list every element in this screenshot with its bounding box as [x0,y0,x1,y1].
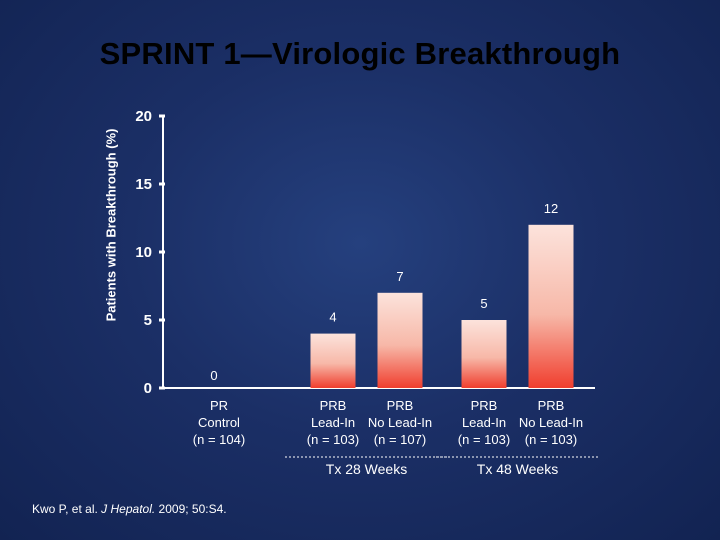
y-tick-label: 0 [144,380,152,397]
chart-title: SPRINT 1—Virologic Breakthrough [99,36,621,71]
x-category-line: PRB [386,398,414,413]
bar [461,320,507,388]
y-tick-label: 5 [144,312,152,329]
bar-value-label: 7 [396,269,403,284]
x-category-label: PRB No Lead-In (n = 107) [350,397,450,448]
bar [310,333,356,388]
x-category-line: Lead-In [310,415,356,430]
citation-authors: Kwo P, et al. [32,502,98,516]
bar-value-label: 5 [480,296,487,311]
y-ticks: 0 5 10 15 20 [135,108,165,397]
citation: Kwo P, et al. J Hepatol. 2009; 50:S4. [32,502,227,516]
x-category-line: PRB [537,398,565,413]
bar [377,292,423,388]
x-category-label: PRB Lead-In (n = 103) [434,397,534,448]
x-category-label: PRB No Lead-In (n = 103) [501,397,601,448]
group-label: Tx 48 Weeks [476,461,559,477]
x-category-line: No Lead-In [518,415,584,430]
x-category-label: PR Control (n = 104) [169,397,269,448]
x-category-line: (n = 103) [524,432,578,447]
bar [528,224,574,388]
bar-value-label: 0 [210,368,217,383]
value-labels: 0 4 7 5 12 [210,201,558,383]
bars [310,224,574,388]
x-category-line: PRB [319,398,347,413]
x-category-line: PR [209,398,229,413]
x-category-line: (n = 104) [192,432,246,447]
x-category-line: (n = 107) [373,432,427,447]
x-category-line: (n = 103) [457,432,511,447]
x-category-line: Control [198,415,240,430]
group-label: Tx 28 Weeks [325,461,408,477]
citation-details: 2009; 50:S4. [158,502,227,516]
y-tick-label: 15 [135,176,152,193]
x-category-line: (n = 103) [306,432,360,447]
y-tick-label: 10 [135,244,152,261]
citation-journal: J Hepatol. [101,502,156,516]
y-tick-label: 20 [135,108,152,125]
x-category-line: Lead-In [461,415,507,430]
bar-value-label: 4 [329,310,336,325]
x-category-line: PRB [470,398,498,413]
bar-value-label: 12 [544,201,558,216]
x-category-line: No Lead-In [367,415,433,430]
x-category-label: PRB Lead-In (n = 103) [283,397,383,448]
